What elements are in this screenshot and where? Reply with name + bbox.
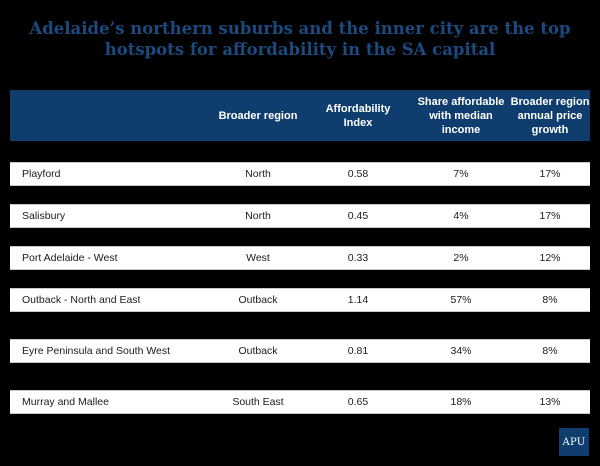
table-row: Playford North 0.58 7% 17%: [10, 162, 590, 186]
row-growth: 8%: [542, 345, 558, 357]
row-growth: 17%: [539, 210, 561, 222]
row-share: 57%: [450, 294, 472, 306]
header-share-affordable: Share affordable with median income: [417, 95, 505, 136]
row-share: 4%: [453, 210, 469, 222]
header-broader-region: Broader region: [218, 109, 298, 122]
row-region: West: [246, 252, 270, 264]
row-share: 7%: [453, 168, 469, 180]
row-region: North: [245, 168, 271, 180]
row-index: 0.81: [347, 345, 369, 357]
row-share: 34%: [450, 345, 472, 357]
table-row: Port Adelaide - West West 0.33 2% 12%: [10, 246, 590, 270]
row-growth: 12%: [539, 252, 561, 264]
header-affordability-index: Affordability Index: [325, 102, 391, 129]
row-growth: 13%: [539, 396, 561, 408]
row-region: Outback: [238, 294, 278, 306]
row-index: 0.58: [347, 168, 369, 180]
row-name: Salisbury: [22, 210, 66, 222]
header-price-growth: Broader region annual price growth: [510, 95, 590, 136]
row-name: Murray and Mallee: [22, 396, 109, 408]
row-name: Outback - North and East: [22, 294, 141, 306]
row-growth: 17%: [539, 168, 561, 180]
row-name: Playford: [22, 168, 61, 180]
row-index: 0.65: [347, 396, 369, 408]
table-row: Murray and Mallee South East 0.65 18% 13…: [10, 390, 590, 414]
table-row: Outback - North and East Outback 1.14 57…: [10, 288, 590, 312]
row-index: 0.45: [347, 210, 369, 222]
row-share: 18%: [450, 396, 472, 408]
apu-logo: APU: [559, 428, 589, 456]
row-name: Port Adelaide - West: [22, 252, 118, 264]
header-name: [22, 90, 212, 141]
row-index: 1.14: [347, 294, 369, 306]
row-name: Eyre Peninsula and South West: [22, 345, 171, 357]
row-region: Outback: [238, 345, 278, 357]
row-region: South East: [232, 396, 284, 408]
row-share: 2%: [453, 252, 469, 264]
row-growth: 8%: [542, 294, 558, 306]
row-region: North: [245, 210, 271, 222]
page-title: Adelaide’s northern suburbs and the inne…: [29, 19, 571, 59]
table-row: Eyre Peninsula and South West Outback 0.…: [10, 339, 590, 363]
row-index: 0.33: [347, 252, 369, 264]
table-row: Salisbury North 0.45 4% 17%: [10, 204, 590, 228]
table-header: Broader region Affordability Index Share…: [10, 90, 590, 141]
